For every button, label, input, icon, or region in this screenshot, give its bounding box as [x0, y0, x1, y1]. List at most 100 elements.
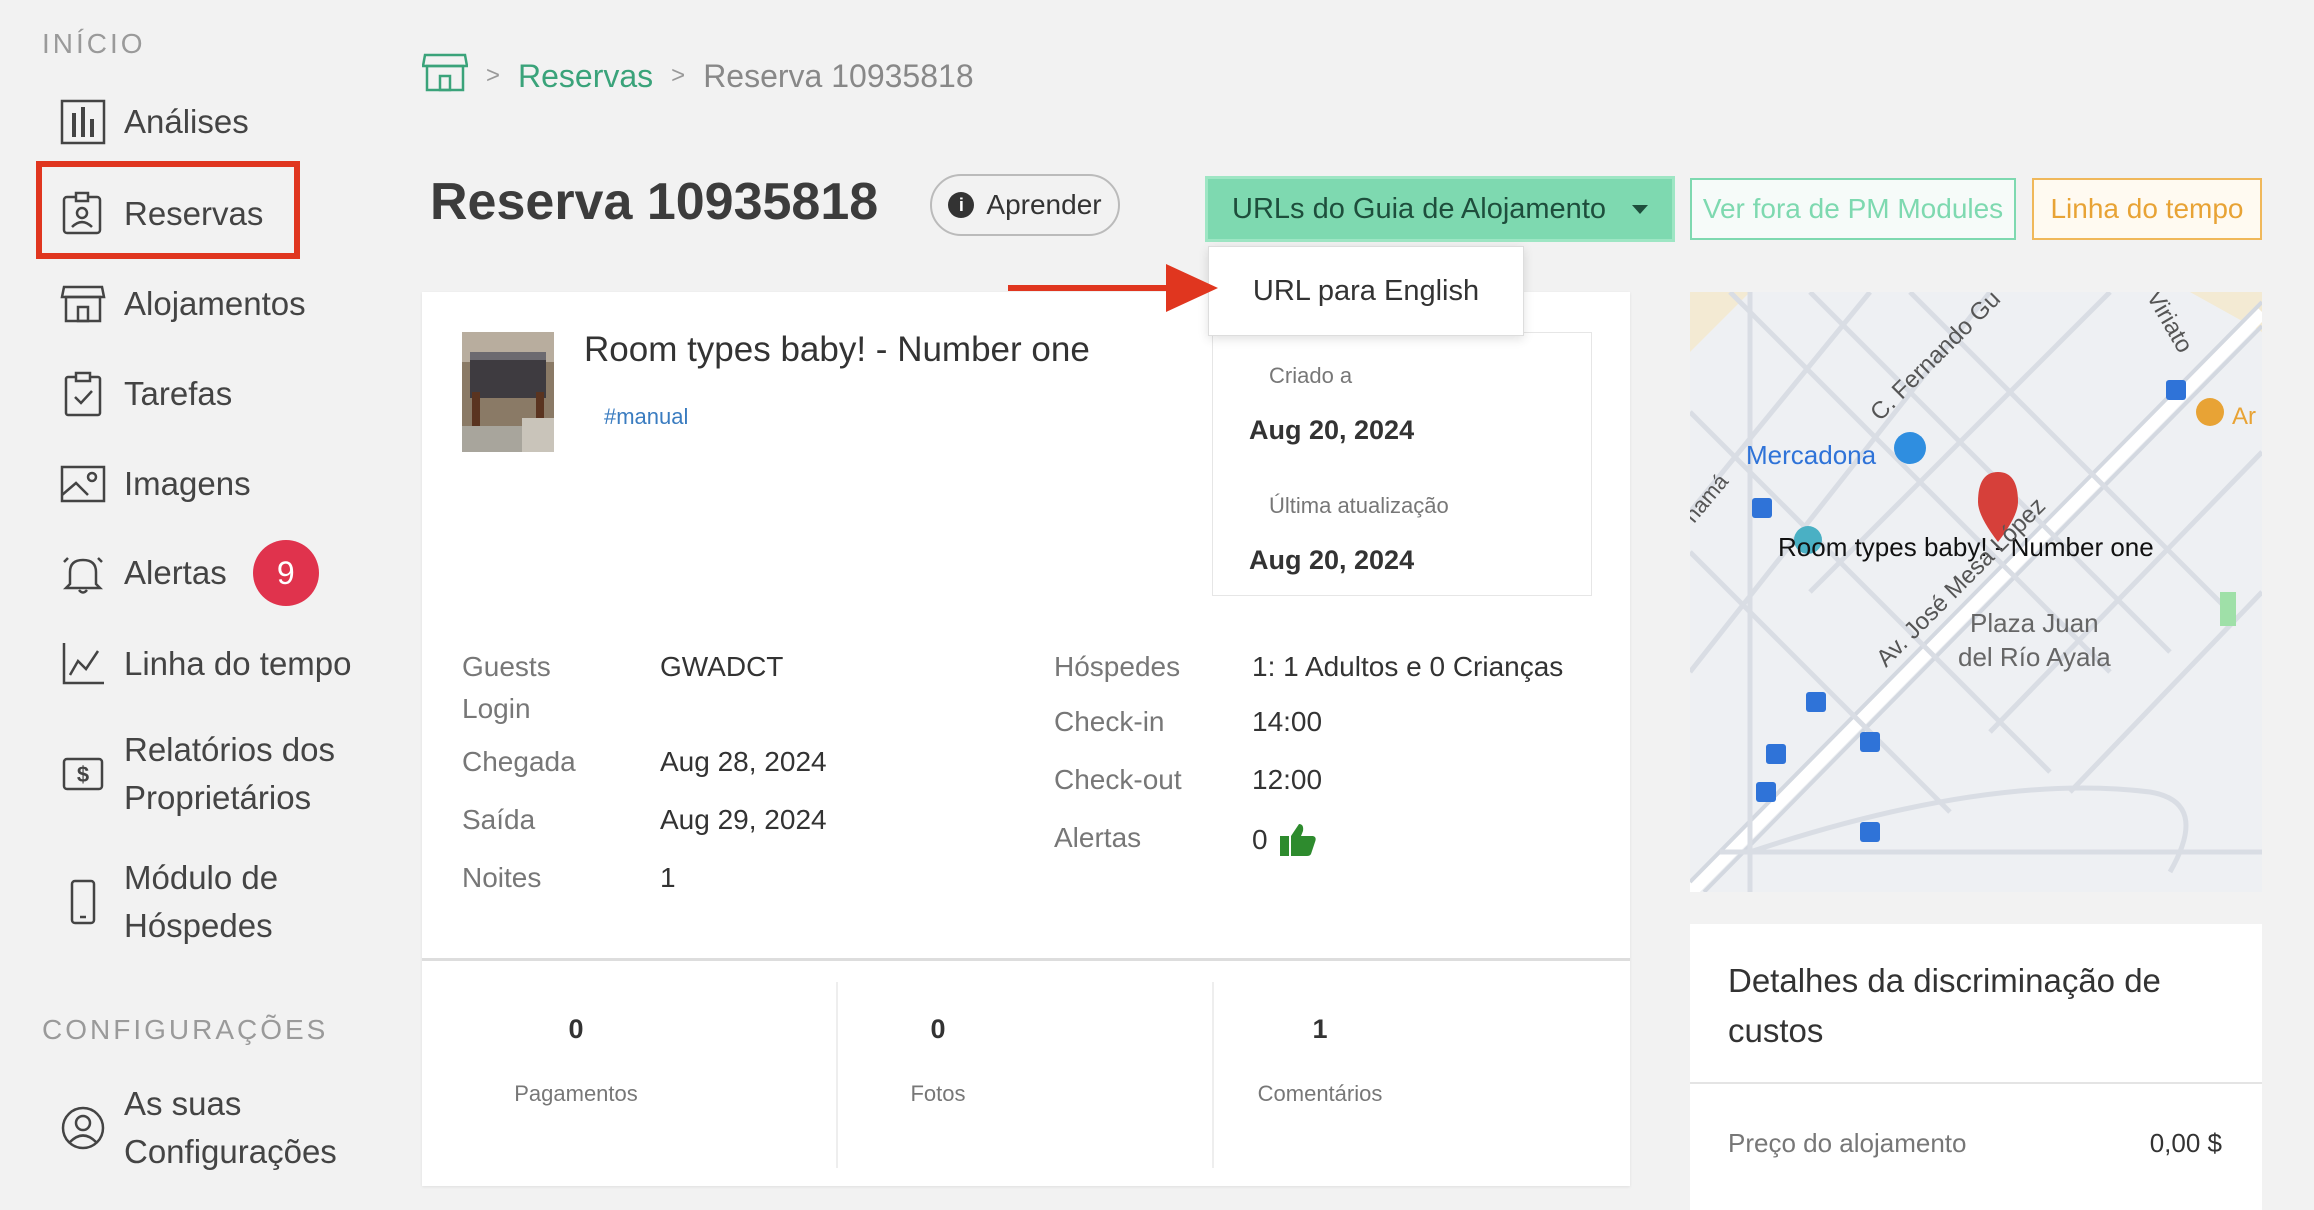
storefront-icon — [60, 281, 106, 327]
image-icon — [60, 461, 106, 507]
checkout-label: Check-out — [1054, 764, 1182, 795]
stat-payments[interactable]: 0 Pagamentos — [422, 982, 730, 1168]
sidebar-item-label: Linha do tempo — [124, 645, 352, 682]
sidebar-item-label: Alertas — [124, 554, 227, 591]
sidebar-item-reservas[interactable]: Reservas — [60, 190, 263, 238]
booking-meta-box: Criado a Aug 20, 2024 Última atualização… — [1212, 332, 1592, 596]
learn-button[interactable]: i Aprender — [930, 174, 1120, 236]
map-label-edge-2: Ar — [2232, 403, 2256, 430]
sidebar-item-alojamentos[interactable]: Alojamentos — [60, 280, 306, 328]
alerts-label: Alertas — [1054, 822, 1142, 853]
accommodation-price-value: 0,00 $ — [2149, 1128, 2222, 1158]
reservas-highlight-box — [36, 161, 300, 259]
sidebar-item-label: Reservas — [124, 195, 264, 232]
breadcrumb-separator: > — [671, 62, 686, 89]
alerts-count-badge: 9 — [252, 540, 319, 606]
nights-label: Noites — [462, 862, 542, 893]
booking-card: Room types baby! - Number one #manual Cr… — [422, 292, 1630, 1186]
view-outside-button[interactable]: Ver fora de PM Modules — [1690, 178, 2016, 240]
timeline-button[interactable]: Linha do tempo — [2032, 178, 2262, 240]
bar-chart-icon — [60, 99, 106, 145]
guests-value: 1: 1 Adultos e 0 Crianças — [1252, 651, 1564, 682]
sidebar-item-configuracoes[interactable]: As suas Configurações — [60, 1080, 360, 1176]
sidebar-item-imagens[interactable]: Imagens — [60, 460, 251, 508]
departure-value: Aug 29, 2024 — [660, 804, 827, 835]
updated-label: Última atualização — [1269, 493, 1449, 518]
sidebar-item-label: Tarefas — [124, 375, 233, 412]
stat-comments[interactable]: 1 Comentários — [1212, 982, 1428, 1168]
stat-separator — [836, 982, 838, 1168]
red-arrow-annotation — [1008, 264, 1218, 312]
stat-comments-label: Comentários — [1257, 1081, 1383, 1106]
alerts-value-wrap: 0 — [1252, 822, 1318, 858]
room-thumbnail[interactable] — [462, 332, 554, 452]
updated-value: Aug 20, 2024 — [1249, 545, 1415, 575]
sidebar-item-label: Relatórios dos Proprietários — [124, 731, 335, 816]
map-label-pin: Room types baby! - Number one — [1778, 532, 2154, 562]
thumbs-up-icon — [1278, 822, 1318, 858]
arrival-label: Chegada — [462, 746, 576, 777]
clipboard-check-icon — [60, 371, 106, 417]
stat-photos[interactable]: 0 Fotos — [836, 982, 1040, 1168]
sidebar-item-label: Imagens — [124, 465, 251, 502]
sidebar-item-label: Alojamentos — [124, 285, 306, 322]
page-title: Reserva 10935818 — [430, 173, 879, 231]
guests-login-value: GWADCT — [660, 651, 784, 682]
info-icon: i — [948, 192, 975, 218]
stat-payments-label: Pagamentos — [514, 1081, 638, 1106]
sidebar-item-relatorios[interactable]: $ Relatórios dos Proprietários — [60, 726, 360, 822]
booking-tag[interactable]: #manual — [604, 404, 689, 429]
cost-breakdown-title: Detalhes da discriminação de custos — [1728, 962, 2161, 1049]
dollar-report-icon: $ — [60, 751, 106, 797]
guests-label: Hóspedes — [1054, 651, 1181, 682]
checkout-value: 12:00 — [1252, 764, 1323, 795]
accommodation-price-label: Preço do alojamento — [1728, 1128, 1967, 1158]
map-label-mercadona: Mercadona — [1746, 440, 1877, 470]
guests-login-label: Guests Login — [462, 651, 551, 724]
map-label-plaza-2: del Río Ayala — [1958, 642, 2111, 672]
stat-comments-number: 1 — [1312, 1014, 1328, 1044]
guide-urls-label: URLs do Guia de Alojamento — [1232, 192, 1606, 225]
cost-breakdown-card: Detalhes da discriminação de custos Preç… — [1690, 924, 2262, 1210]
learn-button-label: Aprender — [986, 189, 1102, 220]
home-icon[interactable] — [421, 52, 469, 100]
section-title-start: INÍCIO — [42, 28, 146, 59]
sidebar-item-label: As suas Configurações — [124, 1085, 337, 1170]
caret-down-icon — [1632, 204, 1648, 214]
arrival-value: Aug 28, 2024 — [660, 746, 827, 777]
user-circle-icon — [60, 1105, 106, 1151]
room-title[interactable]: Room types baby! - Number one — [584, 330, 1090, 369]
nights-value: 1 — [660, 862, 676, 893]
sidebar-item-linha-do-tempo[interactable]: Linha do tempo — [60, 640, 352, 688]
created-value: Aug 20, 2024 — [1249, 415, 1415, 445]
breadcrumb-reservas-link[interactable]: Reservas — [518, 57, 654, 94]
sidebar-item-label: Análises — [124, 103, 249, 140]
breadcrumb-separator: > — [486, 62, 501, 89]
breadcrumb: > Reservas > Reserva 10935818 — [421, 52, 974, 100]
bell-icon — [60, 550, 106, 596]
svg-text:$: $ — [77, 762, 89, 787]
alerts-value: 0 — [1252, 824, 1268, 855]
dropdown-item-url-english[interactable]: URL para English — [1252, 274, 1480, 307]
sidebar-item-alertas[interactable]: Alertas 9 — [60, 540, 319, 606]
sidebar-item-modulo-hospedes[interactable]: Módulo de Hóspedes — [60, 854, 360, 950]
sidebar-item-label: Módulo de Hóspedes — [124, 859, 279, 944]
guide-urls-dropdown-menu: URL para English — [1208, 246, 1524, 336]
section-title-config: CONFIGURAÇÕES — [42, 1014, 329, 1045]
checkin-value: 14:00 — [1252, 706, 1323, 737]
id-badge-icon — [60, 191, 106, 237]
line-chart-icon — [60, 641, 106, 687]
departure-label: Saída — [462, 804, 536, 835]
created-label: Criado a — [1269, 363, 1353, 388]
sidebar-item-tarefas[interactable]: Tarefas — [60, 370, 232, 418]
map-label-plaza-1: Plaza Juan — [1970, 608, 2099, 638]
smartphone-icon — [60, 879, 106, 925]
stat-photos-number: 0 — [930, 1014, 946, 1044]
sidebar-item-analises[interactable]: Análises — [60, 98, 249, 146]
guide-urls-dropdown-button[interactable]: URLs do Guia de Alojamento — [1205, 176, 1675, 242]
stat-separator — [1212, 982, 1214, 1168]
stat-photos-label: Fotos — [910, 1081, 966, 1106]
stat-payments-number: 0 — [568, 1014, 584, 1044]
checkin-label: Check-in — [1054, 706, 1165, 737]
location-map[interactable]: Mercadona Room types baby! - Number one … — [1690, 292, 2262, 892]
